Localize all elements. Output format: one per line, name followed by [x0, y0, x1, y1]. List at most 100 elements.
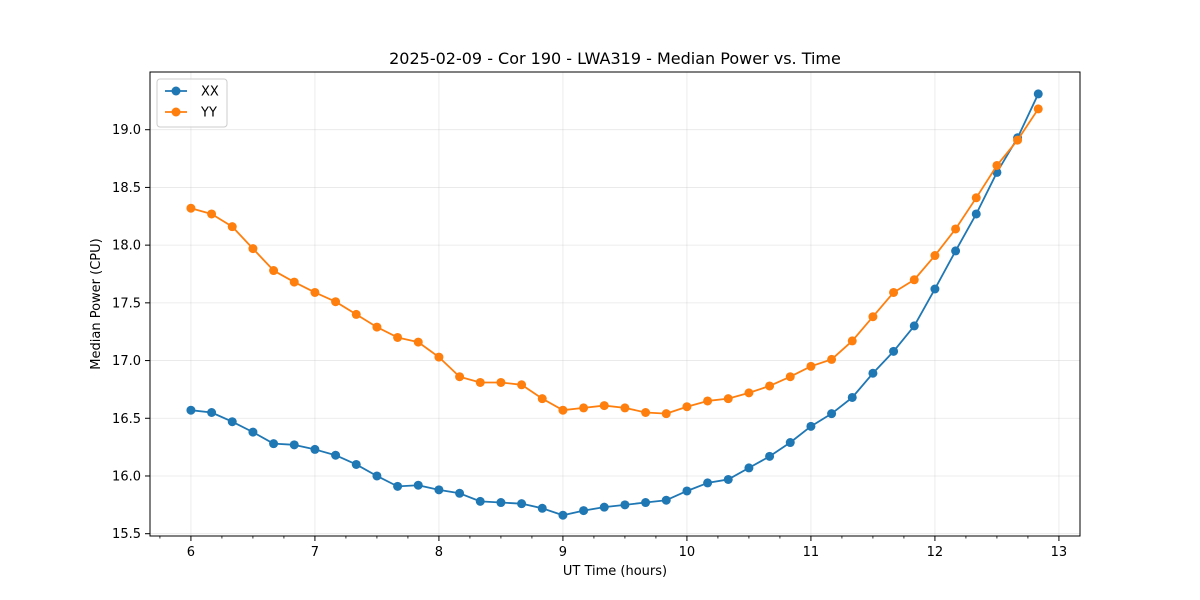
data-point-xx [599, 502, 609, 512]
legend-marker-xx [171, 86, 181, 96]
data-point-yy [806, 361, 816, 371]
data-point-xx [744, 463, 754, 473]
data-point-xx [393, 481, 403, 491]
x-tick-label: 6 [187, 545, 195, 560]
x-tick-label: 9 [559, 545, 567, 560]
data-point-yy [723, 394, 733, 404]
data-point-yy [186, 203, 196, 213]
data-point-xx [765, 451, 775, 461]
data-point-xx [207, 407, 217, 417]
x-tick-label: 13 [1051, 545, 1068, 560]
data-point-xx [641, 498, 651, 508]
data-point-xx [517, 499, 527, 509]
data-point-yy [785, 372, 795, 382]
data-point-xx [331, 450, 341, 460]
x-tick-label: 11 [803, 545, 820, 560]
data-point-yy [827, 354, 837, 364]
data-point-yy [765, 381, 775, 391]
data-point-yy [248, 244, 258, 254]
y-tick-label: 17.5 [112, 296, 141, 311]
x-tick-label: 7 [311, 545, 319, 560]
data-point-xx [847, 392, 857, 402]
data-point-yy [413, 337, 423, 347]
data-point-xx [620, 500, 630, 510]
legend-label-xx: XX [201, 85, 219, 100]
data-point-yy [599, 401, 609, 411]
data-point-yy [269, 266, 279, 276]
data-point-xx [889, 346, 899, 356]
data-point-yy [930, 251, 940, 261]
data-point-xx [909, 321, 919, 331]
grid-layer [150, 72, 1080, 536]
data-point-yy [558, 405, 568, 415]
data-point-xx [475, 496, 485, 506]
data-point-yy [641, 407, 651, 417]
y-tick-label: 19.0 [112, 123, 141, 138]
data-point-yy [744, 388, 754, 398]
x-tick-label: 8 [435, 545, 443, 560]
data-point-yy [847, 336, 857, 346]
data-point-xx [310, 444, 320, 454]
data-point-yy [661, 409, 671, 419]
data-point-yy [351, 309, 361, 319]
data-point-xx [785, 438, 795, 448]
data-point-yy [289, 277, 299, 287]
data-point-yy [331, 297, 341, 307]
data-point-yy [207, 209, 217, 219]
legend-label-yy: YY [200, 106, 217, 121]
data-point-yy [682, 402, 692, 412]
plot-frame [149, 71, 1081, 537]
data-point-yy [579, 403, 589, 413]
data-point-xx [269, 439, 279, 449]
data-point-yy [951, 224, 961, 234]
legend-marker-yy [171, 107, 181, 117]
data-point-yy [889, 287, 899, 297]
data-point-xx [537, 503, 547, 513]
data-point-xx [1033, 89, 1043, 99]
data-point-yy [1013, 135, 1023, 145]
x-axis-label: UT Time (hours) [563, 564, 667, 579]
data-point-xx [703, 478, 713, 488]
data-point-yy [310, 287, 320, 297]
data-point-yy [517, 380, 527, 390]
series-layer [186, 89, 1043, 520]
data-point-yy [455, 372, 465, 382]
data-point-xx [661, 495, 671, 505]
data-point-xx [558, 510, 568, 520]
data-point-xx [289, 440, 299, 450]
data-point-yy [992, 160, 1002, 170]
data-point-yy [971, 193, 981, 203]
y-axis-label: Median Power (CPU) [89, 238, 104, 369]
legend: XX YY [156, 78, 228, 128]
y-tick-label: 17.0 [112, 354, 141, 369]
data-point-xx [351, 459, 361, 469]
data-point-xx [951, 246, 961, 256]
data-point-yy [434, 352, 444, 362]
data-point-yy [372, 322, 382, 332]
data-point-yy [227, 222, 237, 232]
data-point-xx [434, 485, 444, 495]
y-tick-label: 18.0 [112, 239, 141, 254]
data-point-yy [703, 396, 713, 406]
data-point-yy [1033, 104, 1043, 114]
data-point-xx [372, 471, 382, 481]
chart-title: 2025-02-09 - Cor 190 - LWA319 - Median P… [389, 49, 841, 68]
y-tick-label: 15.5 [112, 527, 141, 542]
data-point-xx [723, 474, 733, 484]
data-point-yy [620, 403, 630, 413]
data-point-xx [868, 368, 878, 378]
data-point-yy [496, 377, 506, 387]
data-point-yy [537, 394, 547, 404]
data-point-xx [930, 284, 940, 294]
data-point-xx [682, 486, 692, 496]
data-point-xx [248, 427, 258, 437]
axis-layer: 6 7 8 9 10 11 12 13 15.5 16.0 16.5 17.0 17.5 18.0 18.5… [112, 123, 1067, 560]
x-tick-label: 10 [679, 545, 696, 560]
data-point-xx [186, 405, 196, 415]
data-point-xx [413, 480, 423, 490]
data-point-yy [909, 275, 919, 285]
data-point-xx [455, 488, 465, 498]
data-point-xx [496, 498, 506, 508]
y-tick-label: 16.5 [112, 412, 141, 427]
